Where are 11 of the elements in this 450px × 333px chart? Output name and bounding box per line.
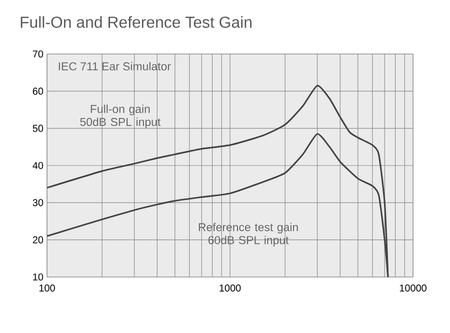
y-tick-label: 10 xyxy=(33,273,44,281)
x-tick-label: 1000 xyxy=(220,284,241,292)
chart-title: Full-On and Reference Test Gain xyxy=(20,16,252,28)
y-tick-label: 20 xyxy=(32,236,44,244)
y-tick-label: 60 xyxy=(32,88,44,95)
x-tick-label: 10000 xyxy=(400,284,426,292)
y-tick-label: 70 xyxy=(32,50,44,58)
y-tick-label: 30 xyxy=(32,199,44,206)
x-tick-label: 100 xyxy=(39,284,55,292)
y-tick-label: 50 xyxy=(32,124,44,132)
y-tick-label: 40 xyxy=(32,162,44,170)
